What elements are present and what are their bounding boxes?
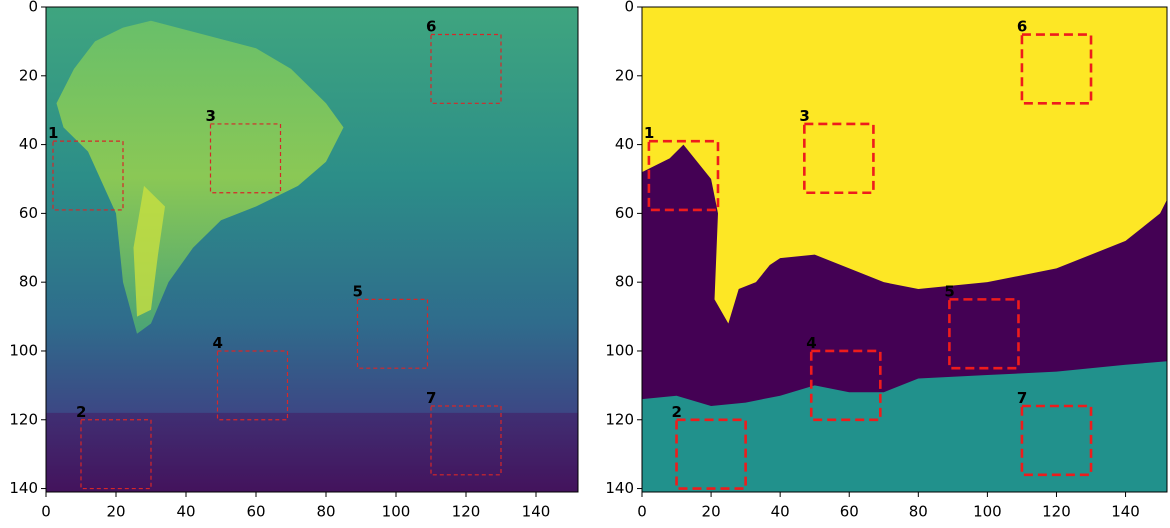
y-tick-label: 120 — [605, 410, 634, 428]
x-tick-label: 40 — [176, 503, 195, 521]
y-tick-label: 60 — [615, 204, 634, 222]
heatmap-image — [46, 7, 578, 492]
box-label: 1 — [644, 124, 654, 142]
region-box — [1020, 404, 1093, 477]
axes-frame — [45, 6, 579, 493]
y-tick-label: 0 — [624, 0, 634, 16]
axes-frame — [641, 6, 1168, 493]
region-box — [80, 419, 152, 490]
region-box — [647, 139, 720, 212]
y-tick-label: 80 — [19, 273, 38, 291]
region-box — [216, 350, 289, 421]
x-tick-label: 80 — [316, 503, 335, 521]
y-tick-label: 120 — [9, 410, 38, 428]
box-label: 5 — [353, 282, 363, 300]
x-tick-label: 60 — [840, 503, 859, 521]
y-tick-label: 140 — [605, 479, 634, 497]
box-label: 6 — [1017, 18, 1027, 36]
region-box — [430, 405, 502, 476]
x-tick-label: 120 — [1042, 503, 1071, 521]
y-tick-label: 100 — [605, 341, 634, 359]
segmentation-image — [642, 7, 1167, 492]
box-label: 4 — [806, 334, 816, 352]
y-tick-label: 0 — [28, 0, 38, 16]
box-label: 3 — [799, 107, 809, 125]
region-box — [52, 140, 124, 211]
x-tick-label: 140 — [522, 503, 551, 521]
y-tick-label: 80 — [615, 273, 634, 291]
x-tick-label: 80 — [909, 503, 928, 521]
y-tick-label: 20 — [615, 66, 634, 84]
x-tick-label: 20 — [106, 503, 125, 521]
region-box — [948, 298, 1020, 370]
x-tick-label: 100 — [973, 503, 1002, 521]
box-label: 7 — [1017, 389, 1027, 407]
y-tick-label: 60 — [19, 204, 38, 222]
region-box — [430, 33, 502, 104]
x-tick-label: 40 — [771, 503, 790, 521]
box-label: 7 — [426, 389, 436, 407]
region-box — [809, 349, 882, 422]
x-tick-label: 0 — [637, 503, 647, 521]
box-label: 2 — [672, 403, 682, 421]
region-box — [1020, 33, 1093, 105]
y-tick-label: 40 — [19, 135, 38, 153]
x-tick-label: 60 — [246, 503, 265, 521]
box-label: 2 — [76, 403, 86, 421]
box-label: 6 — [426, 18, 436, 36]
x-tick-label: 120 — [452, 503, 481, 521]
region-box — [675, 418, 747, 490]
y-tick-label: 20 — [19, 66, 38, 84]
box-label: 5 — [944, 282, 954, 300]
y-tick-label: 100 — [9, 341, 38, 359]
box-label: 1 — [48, 124, 58, 142]
box-label: 3 — [206, 107, 216, 125]
region-box — [356, 298, 429, 369]
x-tick-label: 100 — [382, 503, 411, 521]
x-tick-label: 20 — [702, 503, 721, 521]
y-tick-label: 40 — [615, 135, 634, 153]
region-box — [209, 123, 282, 194]
x-tick-label: 140 — [1111, 503, 1140, 521]
box-label: 4 — [213, 334, 223, 352]
region-box — [803, 122, 875, 195]
x-tick-label: 0 — [41, 503, 51, 521]
y-tick-label: 140 — [9, 479, 38, 497]
